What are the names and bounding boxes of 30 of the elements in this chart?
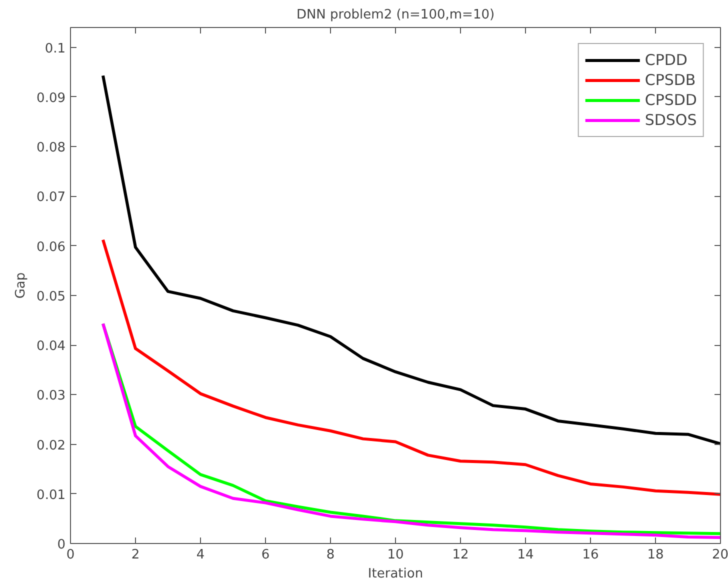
legend-label: CPSDD — [644, 91, 697, 109]
x-tick-label: 18 — [647, 548, 664, 562]
x-tick-label: 20 — [712, 548, 728, 562]
legend-label: CPDD — [644, 51, 688, 69]
y-tick-label: 0.01 — [36, 488, 66, 503]
y-tick-label: 0 — [57, 538, 66, 552]
x-axis-title: Iteration — [368, 566, 424, 582]
y-tick-label: 0.03 — [36, 388, 66, 404]
x-tick-label: 8 — [326, 548, 335, 562]
line-series — [102, 74, 720, 446]
x-tick-label: 2 — [131, 548, 140, 562]
y-tick-label: 0.04 — [36, 339, 66, 354]
y-tick-label: 0.1 — [44, 41, 66, 56]
x-tick-label: 14 — [517, 548, 534, 562]
chart-title: DNN problem2 (n=100,m=10) — [296, 8, 495, 22]
x-tick-label: 6 — [261, 548, 270, 562]
y-axis-title: Gap — [14, 272, 29, 299]
y-tick-label: 0.08 — [36, 140, 66, 156]
y-tick-label: 0.02 — [36, 438, 66, 454]
y-tick-label: 0.07 — [36, 190, 66, 206]
y-tick-label: 0.06 — [36, 240, 66, 255]
legend-label: SDSOS — [644, 111, 697, 129]
x-tick-label: 4 — [196, 548, 205, 562]
x-tick-label: 12 — [452, 548, 469, 562]
y-tick-label: 0.05 — [36, 289, 66, 304]
x-tick-label: 10 — [387, 548, 404, 562]
legend-label: CPSDB — [644, 71, 696, 89]
x-tick-label: 16 — [582, 548, 599, 562]
line-series — [102, 238, 720, 496]
y-tick-label: 0.09 — [36, 90, 66, 106]
